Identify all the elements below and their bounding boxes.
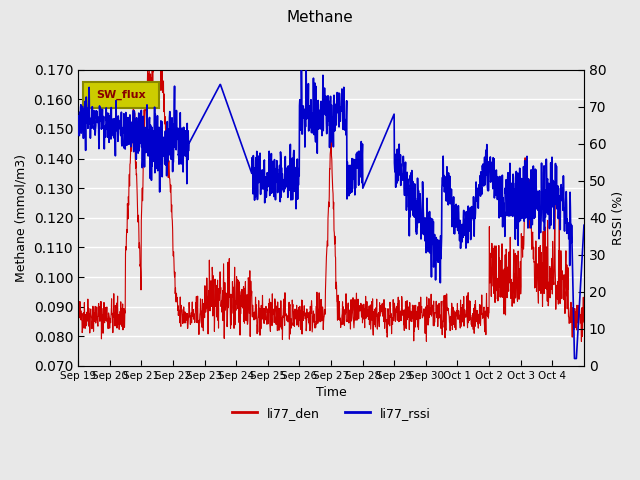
- Text: Methane: Methane: [287, 10, 353, 24]
- FancyBboxPatch shape: [83, 82, 159, 108]
- Legend: li77_den, li77_rssi: li77_den, li77_rssi: [227, 402, 435, 425]
- Y-axis label: Methane (mmol/m3): Methane (mmol/m3): [15, 154, 28, 282]
- Text: SW_flux: SW_flux: [96, 90, 146, 100]
- X-axis label: Time: Time: [316, 386, 346, 399]
- Y-axis label: RSSI (%): RSSI (%): [612, 191, 625, 245]
